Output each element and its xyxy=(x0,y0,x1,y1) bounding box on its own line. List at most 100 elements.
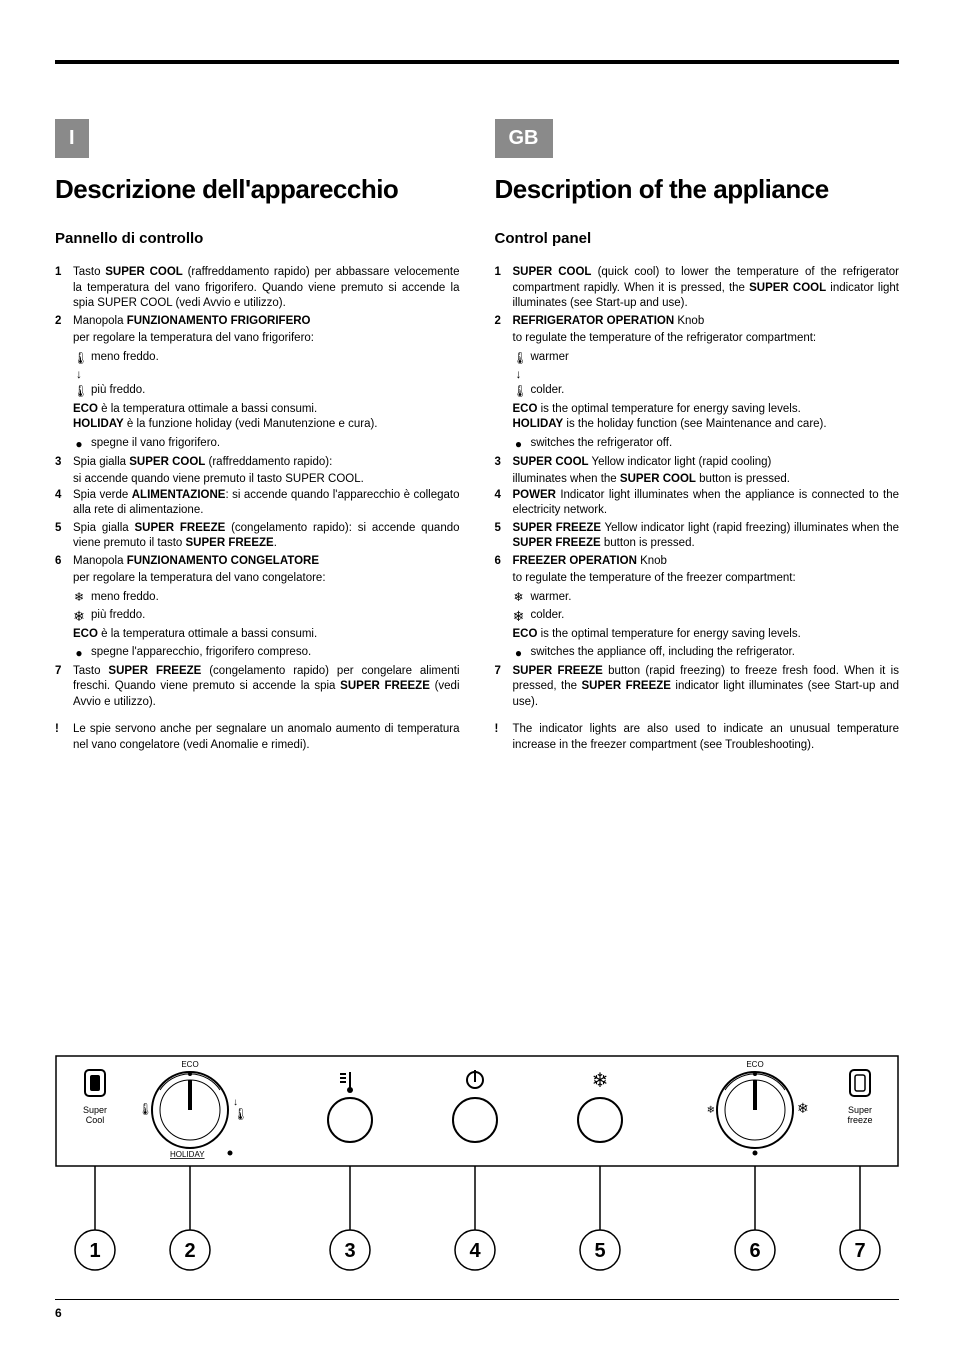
control-panel-diagram: Super Cool ECO 🌡 ↓ 🌡 HOLIDAY xyxy=(55,1055,899,1280)
exclamation-icon: ! xyxy=(55,722,73,753)
super-cool-button-icon: Super Cool xyxy=(83,1070,107,1125)
list-item: 4 Spia verde ALIMENTAZIONE: si accende q… xyxy=(55,488,460,519)
svg-text:🌡: 🌡 xyxy=(138,1102,153,1116)
freezer-knob-icon: ECO ❄ ❄ xyxy=(707,1060,809,1156)
icon-text: spegne il vano frigorifero. xyxy=(91,436,220,452)
item-text: SUPER COOL (quick cool) to lower the tem… xyxy=(513,265,900,312)
callout-5: 5 xyxy=(594,1240,605,1262)
icon-line: ↓ xyxy=(495,368,900,380)
list-item: 4 POWER Indicator light illuminates when… xyxy=(495,488,900,519)
list-item: 5 Spia gialla SUPER FREEZE (congelamento… xyxy=(55,521,460,552)
lang-badge-it: I xyxy=(55,119,89,158)
note-text: Le spie servono anche per segnalare un a… xyxy=(73,722,460,753)
column-english: GB Description of the appliance Control … xyxy=(495,119,900,753)
callout-1: 1 xyxy=(89,1240,100,1262)
icon-text: più freddo. xyxy=(91,383,145,399)
list-item: 2 REFRIGERATOR OPERATION Knob xyxy=(495,314,900,330)
list-item: 5 SUPER FREEZE Yellow indicator light (r… xyxy=(495,521,900,552)
super-freeze-button-icon: Super freeze xyxy=(847,1070,872,1125)
snowflake-icon: ❄ xyxy=(73,609,85,623)
icon-text: meno freddo. xyxy=(91,590,159,606)
icon-line: ●switches the refrigerator off. xyxy=(495,436,900,452)
super-cool-light-icon xyxy=(328,1072,372,1142)
list-item: 7 SUPER FREEZE button (rapid freezing) t… xyxy=(495,664,900,711)
item-text: Spia verde ALIMENTAZIONE: si accende qua… xyxy=(73,488,460,519)
fridge-knob-icon: ECO 🌡 ↓ 🌡 HOLIDAY xyxy=(138,1060,248,1159)
icon-line: ❄ meno freddo. xyxy=(55,590,460,606)
icon-text: colder. xyxy=(531,383,565,399)
callout-2: 2 xyxy=(184,1240,195,1262)
subtitle-it: Pannello di controllo xyxy=(55,229,460,249)
sub-text: to regulate the temperature of the freez… xyxy=(495,571,900,587)
icon-line: ❄ warmer. xyxy=(495,590,900,606)
svg-text:❄: ❄ xyxy=(707,1105,715,1116)
item-text: SUPER COOL Yellow indicator light (rapid… xyxy=(513,455,900,471)
item-text: SUPER FREEZE Yellow indicator light (rap… xyxy=(513,521,900,552)
thermometer-icon: 🌡 xyxy=(73,385,85,397)
sub-text: HOLIDAY è la funzione holiday (vedi Manu… xyxy=(55,417,460,433)
top-rule xyxy=(55,60,899,64)
sub-text: per regolare la temperatura del vano fri… xyxy=(55,331,460,347)
power-light-icon xyxy=(453,1070,497,1142)
list-item: 1 SUPER COOL (quick cool) to lower the t… xyxy=(495,265,900,312)
two-column-layout: I Descrizione dell'apparecchio Pannello … xyxy=(55,119,899,753)
list-item: 6 FREEZER OPERATION Knob xyxy=(495,554,900,570)
item-text: FREEZER OPERATION Knob xyxy=(513,554,900,570)
thermometer-icon: 🌡 xyxy=(513,385,525,397)
icon-line: 🌡 colder. xyxy=(495,383,900,399)
item-number: 2 xyxy=(55,314,73,330)
super-freeze-light-icon: ❄ xyxy=(578,1070,622,1142)
callout-3: 3 xyxy=(344,1240,355,1262)
column-italian: I Descrizione dell'apparecchio Pannello … xyxy=(55,119,460,753)
item-number: 2 xyxy=(495,314,513,330)
item-number: 1 xyxy=(495,265,513,312)
icon-text: spegne l'apparecchio, frigorifero compre… xyxy=(91,645,311,661)
icon-line: ❄colder. xyxy=(495,608,900,624)
item-text: POWER Indicator light illuminates when t… xyxy=(513,488,900,519)
icon-line: 🌡warmer xyxy=(495,350,900,366)
arrow-down-icon: ↓ xyxy=(73,368,85,380)
snowflake-icon: ❄ xyxy=(513,591,525,603)
note-text: The indicator lights are also used to in… xyxy=(513,722,900,753)
dot-icon: ● xyxy=(513,438,525,450)
note: ! Le spie servono anche per segnalare un… xyxy=(55,722,460,753)
item-number: 3 xyxy=(55,455,73,471)
icon-text: warmer. xyxy=(531,590,572,606)
svg-text:🌡: 🌡 xyxy=(233,1107,248,1121)
item-text: Spia gialla SUPER COOL (raffreddamento r… xyxy=(73,455,460,471)
sub-text: ECO is the optimal temperature for energ… xyxy=(495,402,900,418)
snowflake-icon: ❄ xyxy=(73,591,85,603)
note: ! The indicator lights are also used to … xyxy=(495,722,900,753)
thermometer-icon: 🌡 xyxy=(513,352,525,364)
thermometer-icon: 🌡 xyxy=(73,352,85,364)
exclamation-icon: ! xyxy=(495,722,513,753)
icon-line: ●spegne l'apparecchio, frigorifero compr… xyxy=(55,645,460,661)
subtitle-gb: Control panel xyxy=(495,229,900,249)
item-number: 5 xyxy=(495,521,513,552)
sub-text: ECO è la temperatura ottimale a bassi co… xyxy=(55,627,460,643)
svg-text:Cool: Cool xyxy=(86,1115,105,1125)
dot-icon: ● xyxy=(73,438,85,450)
sub-text: illuminates when the SUPER COOL button i… xyxy=(495,472,900,488)
item-number: 1 xyxy=(55,265,73,312)
title-gb: Description of the appliance xyxy=(495,172,900,207)
svg-text:Super: Super xyxy=(848,1105,872,1115)
snowflake-icon: ❄ xyxy=(513,609,525,623)
item-number: 7 xyxy=(495,664,513,711)
panel-svg: Super Cool ECO 🌡 ↓ 🌡 HOLIDAY xyxy=(55,1055,899,1275)
lang-badge-gb: GB xyxy=(495,119,553,158)
icon-line: 🌡 più freddo. xyxy=(55,383,460,399)
icon-line: ● spegne il vano frigorifero. xyxy=(55,436,460,452)
item-text: Tasto SUPER FREEZE (congelamento rapido)… xyxy=(73,664,460,711)
sub-text: to regulate the temperature of the refri… xyxy=(495,331,900,347)
item-number: 4 xyxy=(495,488,513,519)
icon-text: meno freddo. xyxy=(91,350,159,366)
item-number: 6 xyxy=(55,554,73,570)
svg-text:HOLIDAY: HOLIDAY xyxy=(170,1150,205,1159)
item-number: 6 xyxy=(495,554,513,570)
icon-line: ●switches the appliance off, including t… xyxy=(495,645,900,661)
item-number: 5 xyxy=(55,521,73,552)
item-text: Spia gialla SUPER FREEZE (congelamento r… xyxy=(73,521,460,552)
item-text: Manopola FUNZIONAMENTO CONGELATORE xyxy=(73,554,460,570)
list-item: 6 Manopola FUNZIONAMENTO CONGELATORE xyxy=(55,554,460,570)
